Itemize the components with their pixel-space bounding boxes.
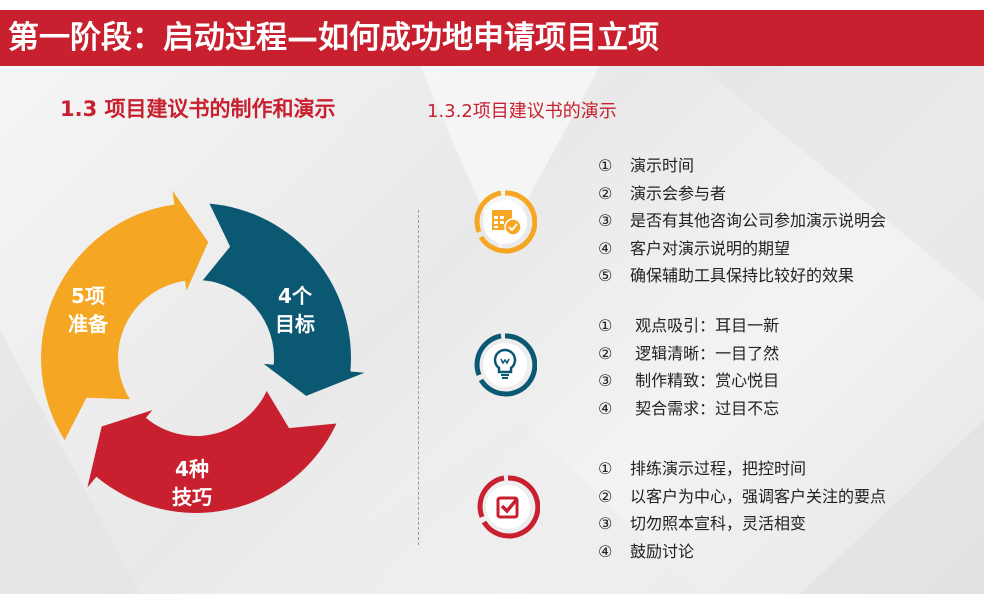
list-item: ② 演示会参与者 (598, 180, 886, 208)
cycle-diagram (41, 190, 365, 513)
list-item: ③ 是否有其他咨询公司参加演示说明会 (598, 207, 886, 235)
list-item: ② 以客户为中心，强调客户关注的要点 (598, 483, 886, 511)
cycle-label-line: 准备 (68, 312, 108, 336)
list-item: ① 观点吸引：耳目一新 (598, 312, 779, 340)
calendar-clock-icon (474, 190, 537, 254)
item-text: 是否有其他咨询公司参加演示说明会 (630, 211, 887, 230)
section-title: 1.3 项目建议书的制作和演示 (60, 97, 336, 121)
item-text: 确保辅助工具保持比较好的效果 (630, 266, 855, 285)
checkbox-icon (477, 475, 540, 539)
list-item: ⑤ 确保辅助工具保持比较好的效果 (598, 262, 886, 290)
item-number: ④ (598, 398, 613, 418)
item-number: ② (598, 183, 613, 203)
list-item: ① 演示时间 (598, 152, 886, 180)
item-text: 制作精致：赏心悦目 (630, 371, 780, 390)
item-number: ② (598, 343, 613, 363)
cycle-arrow-goals (202, 203, 365, 396)
cycle-label-goals: 4个目标 (255, 282, 335, 338)
item-text: 客户对演示说明的期望 (630, 238, 791, 258)
item-text: 逻辑清晰：一目了然 (630, 343, 780, 363)
item-number: ② (598, 486, 613, 506)
item-number: ① (598, 156, 613, 175)
title-bar (0, 10, 984, 66)
item-number: ③ (598, 211, 613, 230)
cycle-label-line: 4种 (175, 457, 209, 481)
list-item: ① 排练演示过程，把控时间 (598, 455, 886, 483)
item-number: ③ (598, 514, 613, 533)
list-preparation: ① 演示时间 ② 演示会参与者 ③ 是否有其他咨询公司参加演示说明会 ④ 客户对演示说明的期望… (598, 152, 886, 290)
item-number: ① (598, 459, 613, 478)
item-text: 观点吸引：耳目一新 (630, 316, 780, 335)
list-item: ④ 客户对演示说明的期望 (598, 235, 886, 263)
item-text: 切勿照本宣科，灵活相变 (630, 514, 807, 533)
item-number: ① (598, 316, 613, 335)
item-number: ⑤ (598, 266, 613, 285)
cycle-label-line: 目标 (275, 312, 315, 336)
list-goals: ① 观点吸引：耳目一新 ② 逻辑清晰：一目了然 ③ 制作精致：赏心悦目 ④ 契合需求：… (598, 312, 779, 422)
cycle-label-skills: 4种技巧 (152, 455, 232, 511)
list-item: ④ 鼓励讨论 (598, 538, 886, 566)
top-margin (0, 0, 984, 10)
cycle-label-line: 4个 (278, 284, 312, 308)
item-text: 演示时间 (630, 156, 695, 175)
item-number: ③ (598, 371, 613, 390)
list-skills: ① 排练演示过程，把控时间 ② 以客户为中心，强调客户关注的要点 ③ 切勿照本宣科，灵活相… (598, 455, 886, 565)
cycle-label-preparation: 5项准备 (48, 282, 128, 338)
item-text: 契合需求：过目不忘 (630, 398, 780, 418)
item-number: ④ (598, 541, 613, 561)
item-text: 演示会参与者 (630, 183, 727, 203)
cycle-arrow-preparation (41, 190, 209, 441)
subsection-title: 1.3.2项目建议书的演示 (427, 101, 617, 122)
lightbulb-icon (474, 333, 537, 397)
item-number: ④ (598, 238, 613, 258)
item-text: 以客户为中心，强调客户关注的要点 (630, 486, 887, 506)
list-item: ③ 制作精致：赏心悦目 (598, 367, 779, 395)
list-item: ④ 契合需求：过目不忘 (598, 395, 779, 423)
item-text: 排练演示过程，把控时间 (630, 459, 807, 478)
list-item: ② 逻辑清晰：一目了然 (598, 340, 779, 368)
list-item: ③ 切勿照本宣科，灵活相变 (598, 510, 886, 538)
cycle-label-line: 技巧 (172, 485, 212, 509)
slide-title: 第一阶段：启动过程—如何成功地申请项目立项 (8, 20, 659, 56)
dashed-divider (418, 210, 419, 545)
item-text: 鼓励讨论 (630, 541, 695, 561)
cycle-label-line: 5项 (71, 284, 105, 308)
cycle-arrow-skills (87, 391, 337, 513)
